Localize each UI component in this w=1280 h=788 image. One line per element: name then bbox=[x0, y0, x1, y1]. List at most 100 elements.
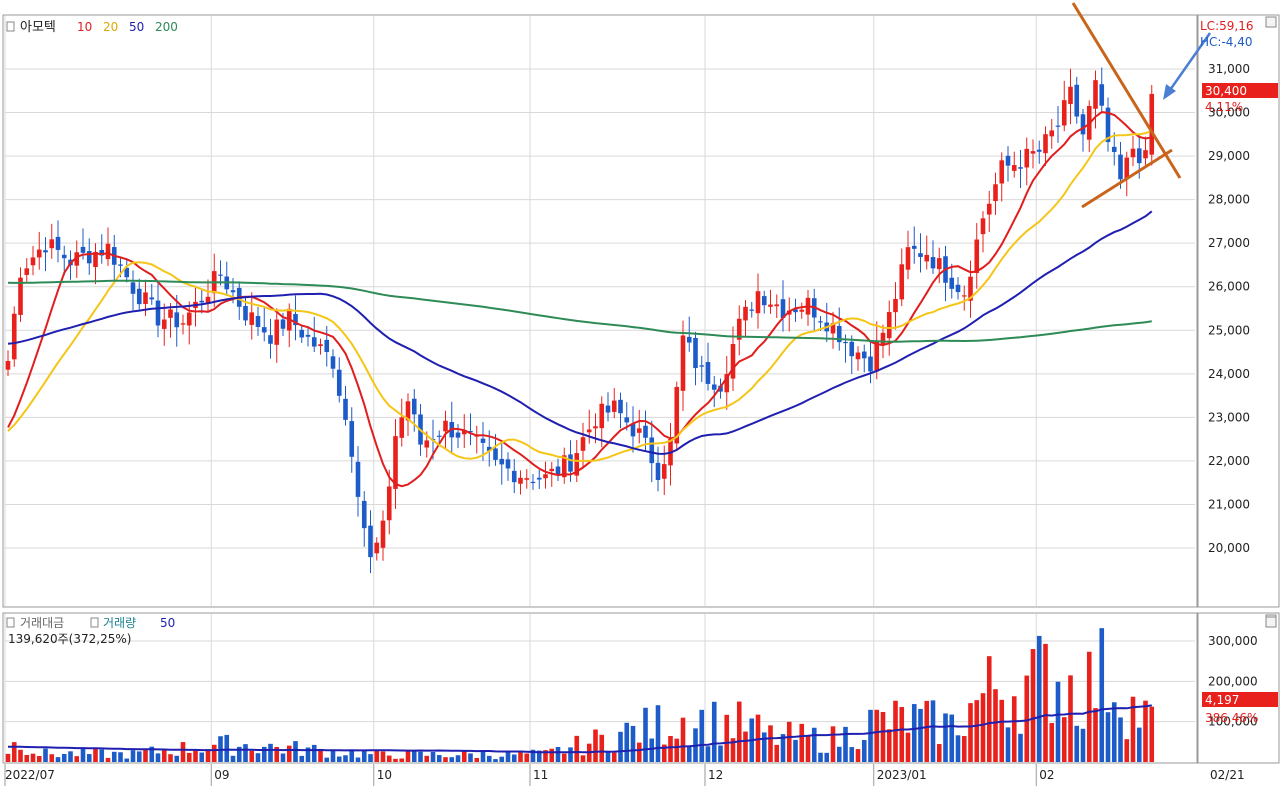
candle bbox=[511, 458, 517, 494]
candle bbox=[1043, 126, 1048, 166]
candle-body bbox=[180, 323, 186, 325]
ma10-line bbox=[7, 111, 1152, 488]
volume-bar bbox=[318, 748, 323, 762]
candle-body bbox=[955, 284, 961, 293]
candle-body bbox=[549, 468, 555, 472]
volume-bar bbox=[286, 745, 292, 762]
candle-body bbox=[911, 245, 917, 249]
volume-bar bbox=[111, 751, 117, 762]
candle bbox=[618, 392, 623, 429]
candle bbox=[49, 223, 55, 259]
candle bbox=[1030, 139, 1036, 169]
candle bbox=[1149, 84, 1155, 166]
candle bbox=[93, 243, 98, 285]
volume-bar bbox=[1118, 717, 1123, 762]
pane-collapse-icon[interactable] bbox=[1265, 16, 1277, 28]
candle-body bbox=[499, 458, 505, 465]
price-legend: 아모텍 10 20 50 200 bbox=[6, 20, 178, 35]
volume-bar bbox=[855, 749, 861, 762]
candle-body bbox=[105, 243, 111, 260]
candle-body bbox=[1011, 165, 1017, 171]
legend-box-icon[interactable] bbox=[90, 617, 99, 628]
candle-body bbox=[1055, 125, 1061, 127]
volume-bar bbox=[961, 736, 967, 762]
candle-body bbox=[318, 344, 323, 346]
candle-body bbox=[11, 313, 17, 360]
candle-body bbox=[355, 461, 361, 497]
y-tick-label: 31,000 bbox=[1208, 62, 1250, 76]
candle-body bbox=[855, 352, 861, 360]
candle bbox=[636, 409, 642, 444]
candle-body bbox=[618, 399, 623, 414]
candle-body bbox=[624, 417, 630, 423]
candle bbox=[518, 470, 523, 495]
pane-expand-icon[interactable] bbox=[1265, 616, 1277, 628]
candle bbox=[168, 302, 173, 338]
volume-bar bbox=[61, 753, 67, 762]
volume-bar bbox=[918, 708, 923, 762]
candle-body bbox=[693, 337, 698, 369]
legend-box-icon[interactable] bbox=[6, 617, 15, 628]
ma20-line bbox=[7, 129, 1153, 462]
volume-bar bbox=[1061, 717, 1067, 762]
ma200-line bbox=[7, 279, 1152, 343]
candle bbox=[186, 301, 192, 345]
volume-bar bbox=[268, 743, 273, 762]
volume-bar bbox=[1024, 675, 1030, 762]
x-axis-ticks: 2022/07 09 10 11 12 2023/01 02 bbox=[4, 764, 1055, 786]
volume-bar bbox=[449, 757, 455, 762]
volume-bar bbox=[243, 744, 248, 762]
candle-body bbox=[486, 446, 492, 451]
volume-bar bbox=[1105, 712, 1111, 762]
volume-bar bbox=[418, 751, 423, 762]
candle bbox=[743, 300, 748, 337]
candle bbox=[361, 491, 367, 547]
price-axis-frame bbox=[1197, 14, 1280, 608]
candle bbox=[1018, 150, 1023, 189]
legend-box-icon[interactable] bbox=[6, 21, 15, 32]
candle bbox=[249, 292, 255, 340]
volume-bar bbox=[124, 758, 130, 762]
candle-body bbox=[761, 296, 767, 306]
volume-bar bbox=[5, 753, 11, 762]
volume-bar bbox=[443, 757, 448, 762]
candle-body bbox=[99, 250, 105, 256]
volume-bar bbox=[336, 756, 342, 762]
candle-body bbox=[411, 398, 417, 415]
volume-bar bbox=[274, 746, 280, 762]
ma10-label: 10 bbox=[77, 20, 92, 34]
volume-bar bbox=[505, 750, 511, 762]
volume-bar bbox=[361, 751, 367, 762]
volume-bar bbox=[905, 732, 911, 762]
candle bbox=[305, 326, 311, 347]
candle-body bbox=[374, 542, 380, 554]
candle-body bbox=[1111, 146, 1117, 152]
volume-bar bbox=[536, 750, 542, 762]
candle-body bbox=[536, 477, 542, 480]
candle-body bbox=[136, 288, 142, 305]
candle-body bbox=[993, 184, 998, 202]
volume-bar bbox=[636, 742, 642, 762]
volume-bar bbox=[499, 756, 505, 762]
candle bbox=[761, 290, 767, 314]
candle bbox=[543, 461, 548, 489]
y-tick-label: 27,000 bbox=[1208, 236, 1250, 250]
volume-bar bbox=[724, 714, 730, 762]
candle-body bbox=[949, 277, 955, 289]
volume-bar bbox=[949, 714, 955, 762]
volume-bar bbox=[474, 757, 480, 762]
y-tick-label: 28,000 bbox=[1208, 193, 1250, 207]
volume-bar bbox=[349, 750, 355, 762]
volume-bar bbox=[868, 709, 873, 762]
volume-bar bbox=[618, 731, 623, 762]
candle-body bbox=[893, 298, 898, 313]
candle-body bbox=[461, 430, 467, 435]
volume-bar bbox=[811, 727, 817, 762]
candle bbox=[861, 344, 867, 373]
volume-bar bbox=[818, 752, 823, 762]
ma50-line bbox=[7, 210, 1153, 455]
y-tick-label: 24,000 bbox=[1208, 367, 1250, 381]
volume-bar bbox=[705, 746, 711, 762]
candle bbox=[311, 316, 317, 353]
candle bbox=[836, 307, 842, 351]
